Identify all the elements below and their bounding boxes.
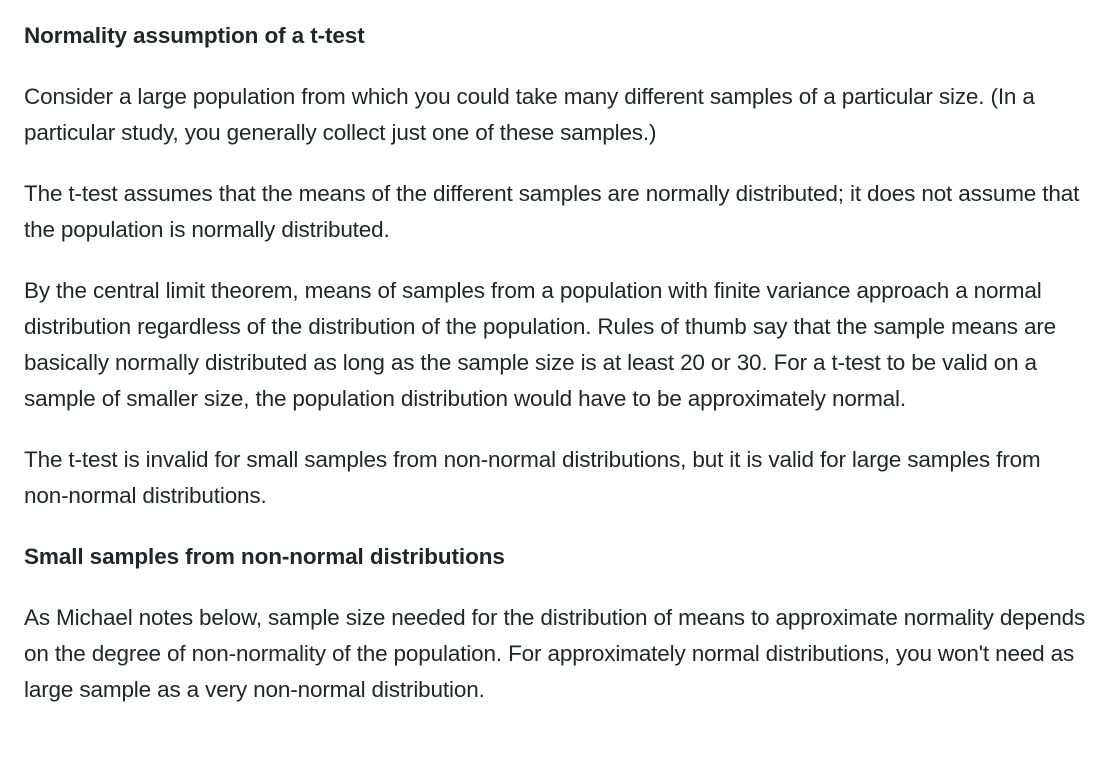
heading-normality-assumption: Normality assumption of a t-test [24,23,365,48]
paragraph-central-limit-theorem: By the central limit theorem, means of s… [24,278,1057,411]
paragraph-invalid-small-samples: The t-test is invalid for small samples … [24,447,1041,508]
paragraph-population-samples: Consider a large population from which y… [24,84,1035,145]
paragraph-michael-notes: As Michael notes below, sample size need… [24,605,1086,702]
answer-body: Normality assumption of a t-test Conside… [24,18,1090,708]
paragraph-t-test-assumption: The t-test assumes that the means of the… [24,181,1080,242]
heading-small-samples: Small samples from non-normal distributi… [24,544,505,569]
